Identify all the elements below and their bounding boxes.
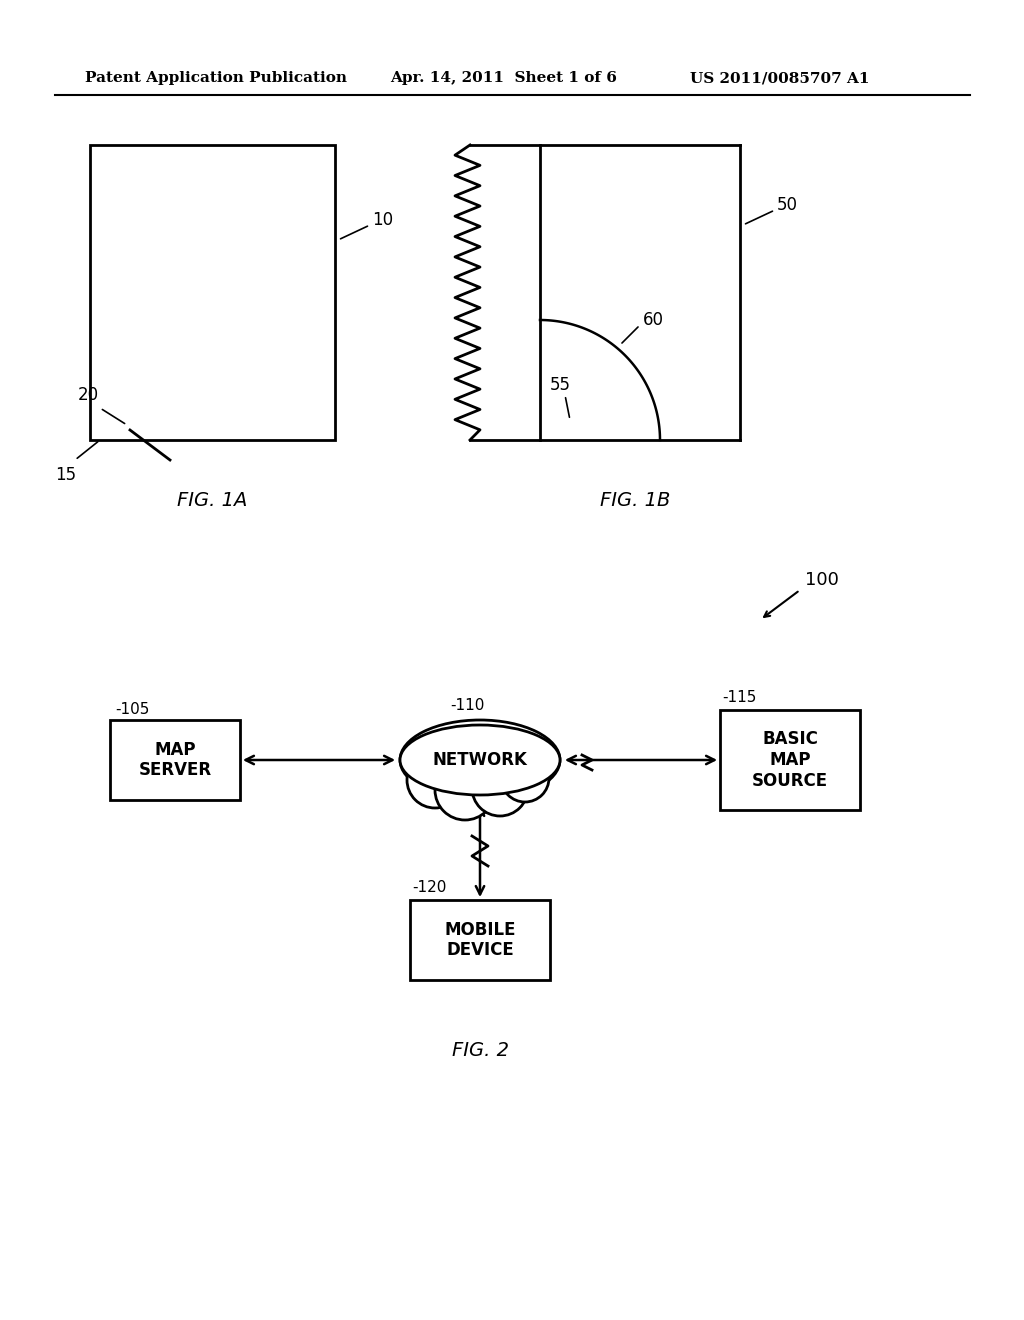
Text: 20: 20 (78, 385, 99, 404)
Text: FIG. 1B: FIG. 1B (600, 491, 670, 510)
Text: 100: 100 (805, 572, 839, 589)
Ellipse shape (400, 725, 560, 795)
Text: 50: 50 (777, 195, 798, 214)
Text: FIG. 2: FIG. 2 (452, 1040, 509, 1060)
Text: MAP
SERVER: MAP SERVER (138, 741, 212, 779)
Text: -105: -105 (115, 702, 150, 718)
Text: 10: 10 (372, 211, 393, 228)
Circle shape (403, 738, 447, 781)
Text: Patent Application Publication: Patent Application Publication (85, 71, 347, 84)
Bar (410, 900, 550, 979)
Bar (110, 719, 240, 800)
Ellipse shape (400, 719, 560, 800)
Text: 55: 55 (550, 376, 571, 393)
Bar (90, 145, 335, 440)
Circle shape (407, 752, 463, 808)
Text: -110: -110 (450, 697, 484, 713)
Text: -115: -115 (722, 690, 757, 705)
Text: US 2011/0085707 A1: US 2011/0085707 A1 (690, 71, 869, 84)
Text: NETWORK: NETWORK (432, 751, 527, 770)
Circle shape (501, 754, 549, 803)
Circle shape (435, 760, 495, 820)
Circle shape (472, 760, 528, 816)
Text: FIG. 1A: FIG. 1A (177, 491, 248, 510)
Text: 60: 60 (643, 312, 664, 329)
Circle shape (515, 741, 555, 780)
Bar (720, 710, 860, 810)
Text: -120: -120 (412, 880, 446, 895)
Text: BASIC
MAP
SOURCE: BASIC MAP SOURCE (752, 730, 828, 789)
Text: Apr. 14, 2011  Sheet 1 of 6: Apr. 14, 2011 Sheet 1 of 6 (390, 71, 616, 84)
Text: 15: 15 (55, 466, 76, 484)
Text: MOBILE
DEVICE: MOBILE DEVICE (444, 920, 516, 960)
